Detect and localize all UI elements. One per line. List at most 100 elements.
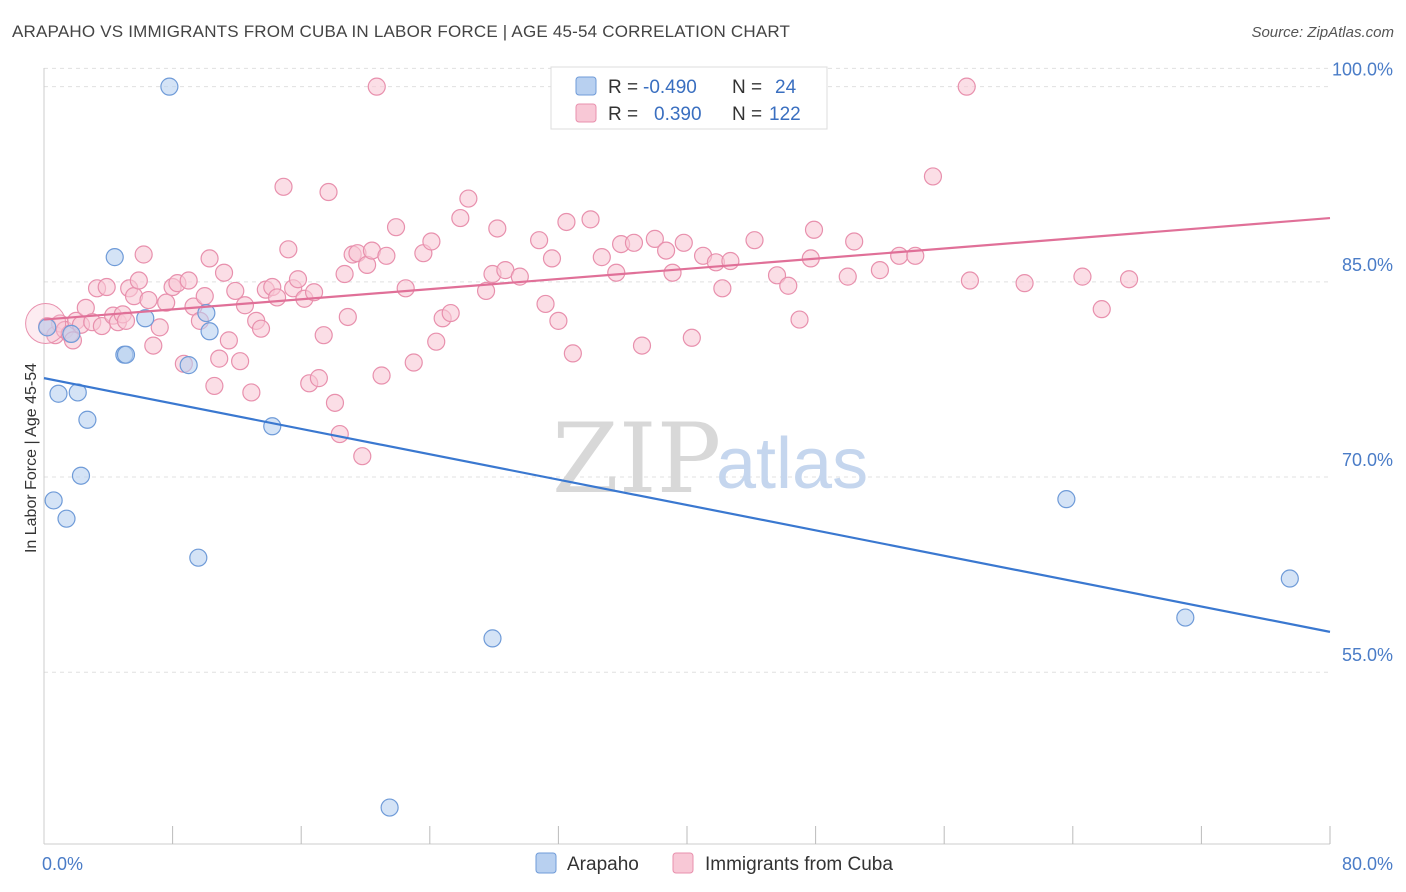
series-legend-label-arapaho: Arapaho <box>567 854 639 875</box>
point-cuba-55 <box>319 182 338 202</box>
point-arapaho-19 <box>483 629 502 648</box>
point-cuba-31 <box>195 287 214 306</box>
point-cuba-52 <box>304 283 324 302</box>
gridlines <box>44 67 1330 673</box>
point-cuba-54 <box>314 326 333 345</box>
point-cuba-76 <box>451 208 470 228</box>
point-cuba-113 <box>890 246 909 265</box>
point-cuba-115 <box>923 167 943 186</box>
point-cuba-85 <box>542 249 562 268</box>
point-cuba-106 <box>779 276 798 295</box>
point-cuba-98 <box>674 233 693 252</box>
series-cuba-points <box>25 77 1139 466</box>
x-tick-label-0: 0.0% <box>42 854 83 874</box>
point-cuba-59 <box>338 307 357 327</box>
y-tick-label-0: 55.0% <box>1342 645 1393 665</box>
series-legend-swatch-arapaho <box>535 852 557 874</box>
point-cuba-105 <box>767 266 787 285</box>
point-cuba-19 <box>129 271 148 290</box>
point-cuba-21 <box>139 290 158 310</box>
legend-swatch-cuba <box>575 103 597 123</box>
point-cuba-46 <box>274 177 293 196</box>
point-cuba-121 <box>1119 270 1139 289</box>
point-cuba-57 <box>330 424 349 444</box>
point-cuba-34 <box>210 349 229 368</box>
point-arapaho-10 <box>116 345 136 364</box>
source-label: Source: ZipAtlas.com <box>1251 24 1394 41</box>
point-cuba-47 <box>279 240 298 259</box>
legend-r-label-cuba: R = <box>608 104 638 125</box>
point-cuba-62 <box>353 447 372 466</box>
series-legend: Arapaho Immigrants from Cuba <box>535 852 893 875</box>
point-arapaho-14 <box>189 548 208 567</box>
legend-n-value-cuba: 122 <box>769 104 801 125</box>
point-cuba-66 <box>372 366 391 385</box>
point-cuba-83 <box>530 231 549 250</box>
point-arapaho-17 <box>263 417 282 436</box>
point-cuba-94 <box>632 336 652 355</box>
point-cuba-112 <box>870 261 890 280</box>
point-arapaho-8 <box>105 248 124 267</box>
series-legend-swatch-cuba <box>672 852 694 874</box>
point-arapaho-13 <box>179 356 198 375</box>
x-tick-labels: 0.0% 80.0% <box>42 854 1393 874</box>
point-cuba-95 <box>645 229 664 248</box>
point-arapaho-6 <box>71 466 91 485</box>
point-cuba-88 <box>563 344 582 363</box>
trend-lines <box>43 216 1331 633</box>
series-arapaho-points <box>38 77 1299 817</box>
legend-r-value-cuba: 0.390 <box>654 104 702 125</box>
point-cuba-90 <box>592 248 611 267</box>
point-cuba-42 <box>251 319 271 338</box>
legend-n-label-cuba: N = <box>732 104 762 125</box>
point-cuba-118 <box>1015 274 1034 293</box>
point-cuba-68 <box>386 218 406 237</box>
point-cuba-37 <box>226 281 245 301</box>
point-cuba-16 <box>116 311 136 330</box>
point-cuba-117 <box>960 271 980 290</box>
point-arapaho-12 <box>160 77 179 96</box>
point-cuba-119 <box>1073 267 1092 286</box>
point-cuba-91 <box>607 263 626 282</box>
point-cuba-93 <box>624 233 644 252</box>
point-cuba-28 <box>179 271 198 290</box>
point-cuba-110 <box>838 267 857 286</box>
point-cuba-38 <box>231 352 250 371</box>
x-tick-label-1: 80.0% <box>1342 854 1393 874</box>
legend-r-label-arapaho: R = <box>608 77 638 98</box>
y-tick-labels: 55.0% 70.0% 85.0% 100.0% <box>1332 60 1393 666</box>
y-tick-label-1: 70.0% <box>1342 450 1393 470</box>
y-axis-label: In Labor Force | Age 45-54 <box>23 363 40 553</box>
point-cuba-111 <box>845 232 864 251</box>
trend-line-arapaho <box>43 377 1331 633</box>
point-cuba-20 <box>134 245 153 264</box>
y-tick-label-2: 85.0% <box>1342 255 1393 275</box>
point-cuba-36 <box>219 331 238 350</box>
point-arapaho-15 <box>197 303 216 323</box>
point-cuba-32 <box>200 249 219 268</box>
point-cuba-102 <box>713 279 732 298</box>
point-cuba-12 <box>97 277 116 297</box>
point-arapaho-16 <box>200 322 219 341</box>
point-arapaho-20 <box>1057 490 1076 509</box>
point-cuba-72 <box>422 232 441 251</box>
watermark-atlas: atlas <box>716 424 868 504</box>
point-cuba-84 <box>536 294 555 314</box>
point-arapaho-2 <box>49 384 68 403</box>
point-cuba-78 <box>476 281 496 301</box>
chart-title: ARAPAHO VS IMMIGRANTS FROM CUBA IN LABOR… <box>12 22 791 41</box>
point-cuba-73 <box>427 332 446 351</box>
legend-swatch-arapaho <box>575 76 597 96</box>
point-arapaho-7 <box>78 410 97 429</box>
y-tick-label-3: 100.0% <box>1332 60 1393 80</box>
point-cuba-116 <box>957 77 976 96</box>
point-cuba-40 <box>242 383 261 402</box>
legend-r-value-arapaho: -0.490 <box>643 77 697 98</box>
point-cuba-65 <box>367 77 386 96</box>
point-cuba-96 <box>657 241 676 260</box>
point-cuba-56 <box>325 393 345 412</box>
legend-n-value-arapaho: 24 <box>775 77 797 98</box>
point-arapaho-0 <box>38 318 57 337</box>
point-arapaho-3 <box>57 509 76 528</box>
point-cuba-23 <box>150 318 169 337</box>
